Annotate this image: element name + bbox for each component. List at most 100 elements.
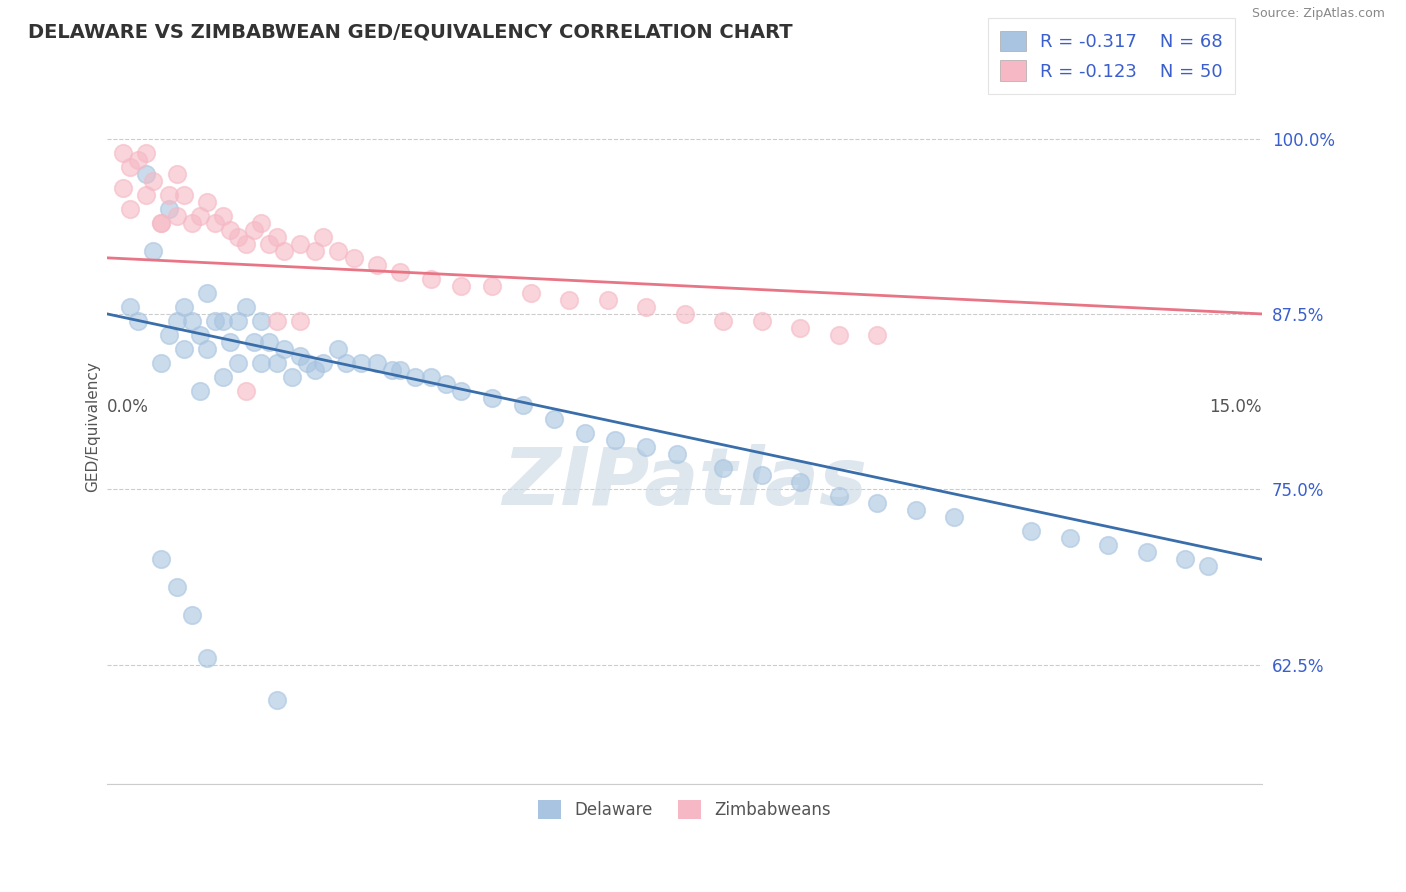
Point [135,167,157,181]
Point [219,334,242,349]
Point [135,187,157,202]
Point [204,314,226,328]
Point [111,180,134,194]
Point [404,370,426,384]
Point [188,209,211,223]
Point [751,314,773,328]
Point [273,342,295,356]
Point [157,187,180,202]
Point [1019,524,1042,539]
Point [519,285,541,300]
Point [135,145,157,160]
Point [789,321,811,335]
Point [1174,552,1197,566]
Point [304,244,326,258]
Point [211,314,233,328]
Point [150,216,173,230]
Y-axis label: GED/Equivalency: GED/Equivalency [86,360,100,491]
Point [250,314,273,328]
Point [188,328,211,343]
Point [211,209,233,223]
Point [157,328,180,343]
Point [127,153,149,167]
Point [312,229,335,244]
Point [366,258,388,272]
Text: ZIPatlas: ZIPatlas [502,444,868,523]
Point [195,650,218,665]
Point [288,236,311,251]
Point [266,229,288,244]
Point [904,503,927,517]
Point [543,412,565,426]
Point [257,236,280,251]
Point [312,356,335,370]
Point [181,216,204,230]
Point [242,223,264,237]
Point [226,356,249,370]
Point [342,251,364,265]
Point [1135,545,1157,559]
Text: DELAWARE VS ZIMBABWEAN GED/EQUIVALENCY CORRELATION CHART: DELAWARE VS ZIMBABWEAN GED/EQUIVALENCY C… [28,22,793,41]
Point [450,279,472,293]
Point [204,216,226,230]
Point [150,552,173,566]
Point [257,334,280,349]
Point [235,384,257,398]
Point [711,314,734,328]
Point [711,461,734,475]
Text: Source: ZipAtlas.com: Source: ZipAtlas.com [1251,7,1385,21]
Point [173,342,195,356]
Point [388,265,411,279]
Point [450,384,472,398]
Point [665,447,688,461]
Point [1059,531,1081,545]
Point [266,692,288,706]
Point [150,216,173,230]
Point [288,349,311,363]
Point [281,370,304,384]
Point [226,229,249,244]
Point [142,174,165,188]
Point [120,160,142,174]
Point [181,608,204,623]
Point [636,300,658,314]
Point [434,377,457,392]
Point [789,475,811,490]
Point [188,384,211,398]
Point [751,468,773,483]
Point [366,356,388,370]
Point [250,216,273,230]
Point [150,356,173,370]
Point [111,145,134,160]
Point [943,510,966,524]
Point [481,391,503,405]
Legend: Delaware, Zimbabweans: Delaware, Zimbabweans [531,793,838,825]
Point [297,356,319,370]
Point [219,223,242,237]
Point [388,363,411,377]
Point [120,202,142,216]
Point [250,356,273,370]
Point [195,285,218,300]
Point [512,398,534,412]
Point [195,342,218,356]
Point [142,244,165,258]
Point [304,363,326,377]
Point [166,209,188,223]
Point [157,202,180,216]
Point [166,581,188,595]
Point [235,236,257,251]
Point [120,300,142,314]
Point [127,314,149,328]
Point [173,300,195,314]
Point [195,194,218,209]
Point [350,356,373,370]
Point [173,187,195,202]
Point [226,314,249,328]
Point [866,496,889,510]
Point [1097,538,1119,552]
Point [605,433,627,447]
Point [328,244,350,258]
Point [266,314,288,328]
Point [481,279,503,293]
